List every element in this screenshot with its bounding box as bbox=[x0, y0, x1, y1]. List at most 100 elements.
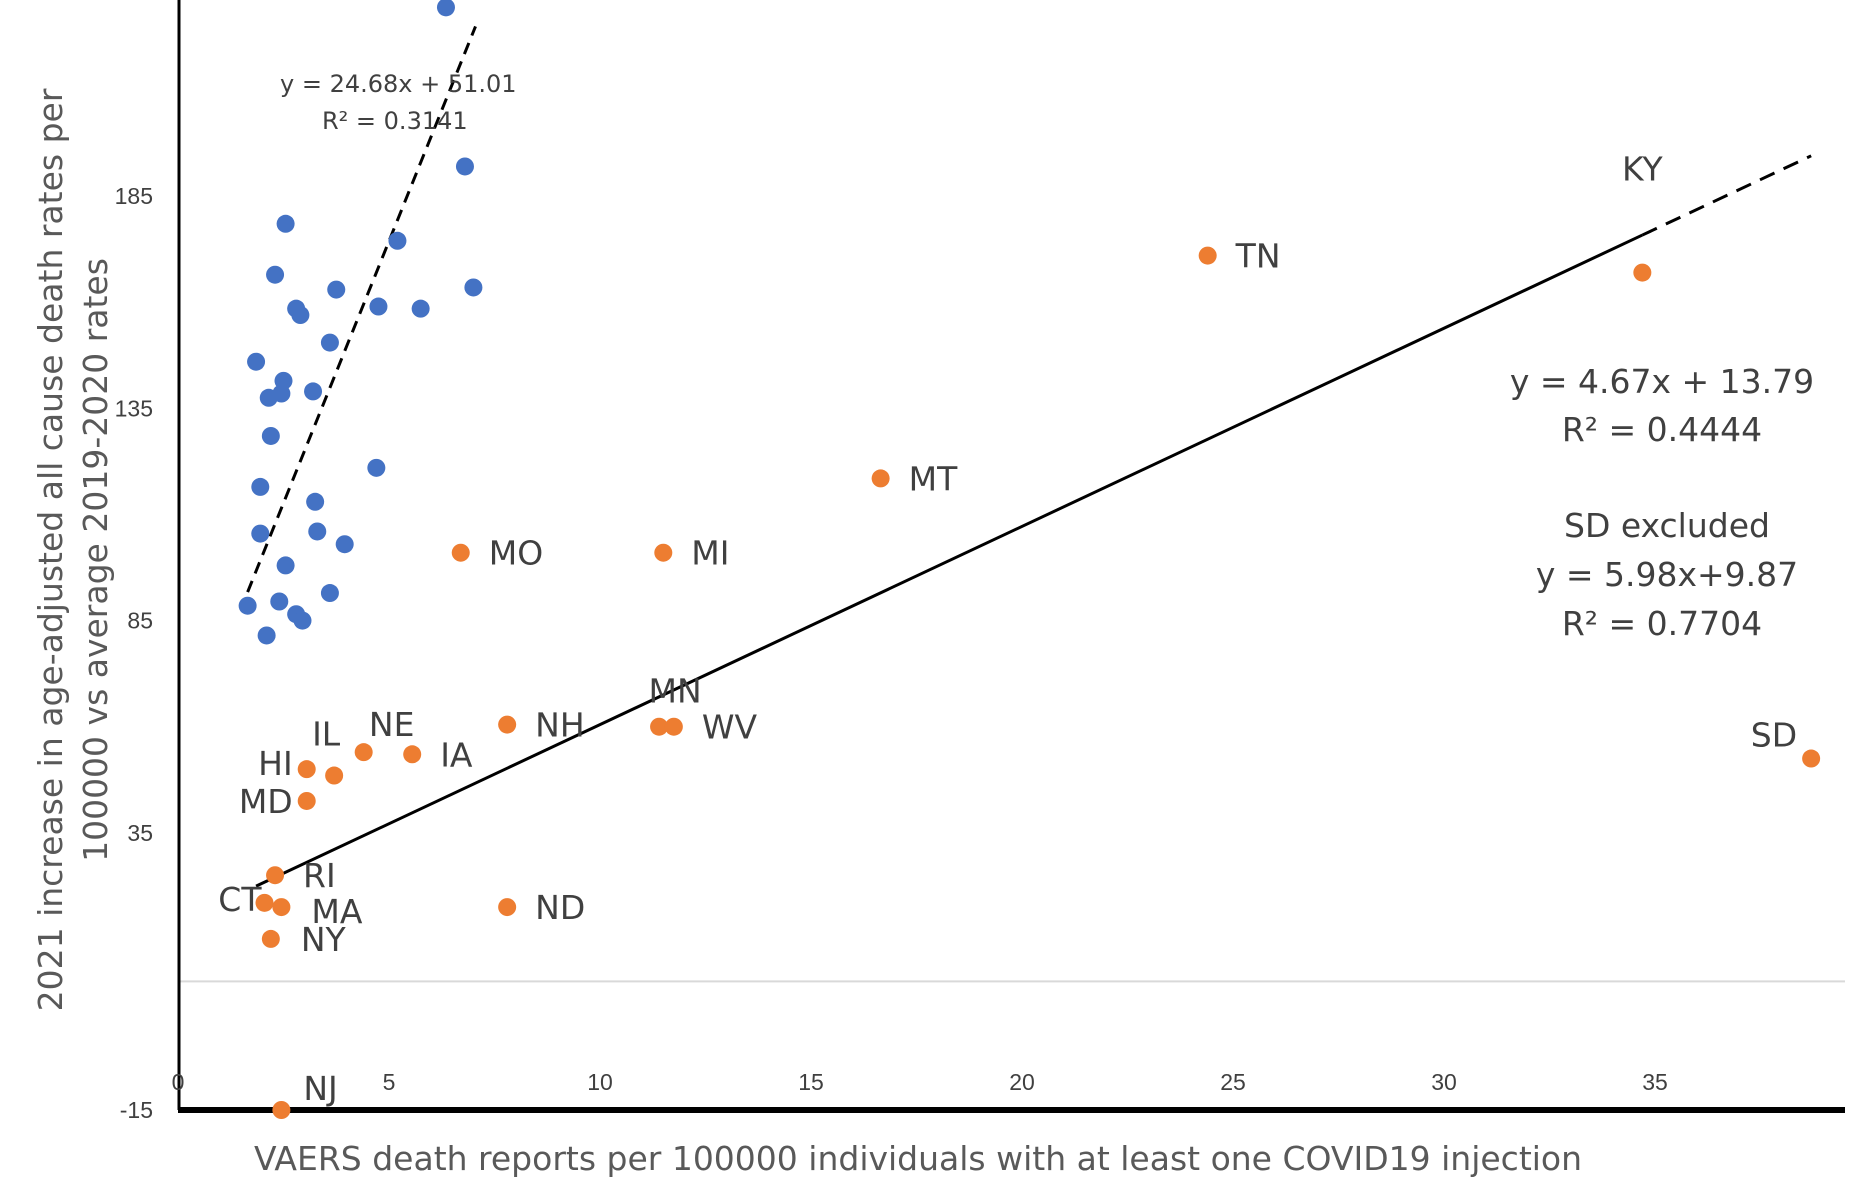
blue-data-point bbox=[251, 524, 270, 543]
blue-data-point bbox=[320, 584, 339, 603]
orange-data-point bbox=[266, 866, 285, 885]
orange-data-point bbox=[498, 898, 517, 917]
sd-excluded-title: SD excluded bbox=[1564, 506, 1770, 545]
blue-data-point bbox=[320, 333, 339, 352]
point-label: MI bbox=[691, 534, 729, 573]
blue-data-point bbox=[266, 265, 285, 284]
blue-data-point bbox=[276, 556, 295, 575]
point-label: MT bbox=[909, 459, 958, 498]
orange-data-point bbox=[297, 760, 316, 779]
blue-data-point bbox=[367, 458, 386, 477]
point-label: HI bbox=[258, 744, 293, 783]
blue-data-point bbox=[270, 592, 289, 611]
x-axis-title: VAERS death reports per 100000 individua… bbox=[254, 1139, 1582, 1178]
data-points bbox=[238, 0, 1821, 1119]
x-tick-label: 30 bbox=[1431, 1069, 1457, 1095]
blue-data-point bbox=[327, 280, 346, 299]
point-label: CT bbox=[218, 880, 262, 919]
orange-data-point bbox=[451, 543, 470, 562]
y-tick-label: -15 bbox=[120, 1097, 153, 1123]
trendlines bbox=[246, 25, 1812, 888]
blue-data-point bbox=[261, 426, 280, 445]
x-tick-label: 25 bbox=[1220, 1069, 1246, 1095]
point-label: NY bbox=[301, 920, 347, 959]
blue-data-point bbox=[308, 522, 327, 541]
blue-data-point bbox=[251, 477, 270, 496]
point-label: MD bbox=[239, 782, 293, 821]
sd-excluded-equation: y = 5.98x+9.87 bbox=[1536, 555, 1798, 594]
point-label: MA bbox=[311, 892, 362, 931]
trendline-orange-r2: R² = 0.4444 bbox=[1562, 410, 1762, 449]
y-tick-label: 135 bbox=[115, 395, 153, 421]
trendline-blue-r2: R² = 0.3141 bbox=[322, 107, 468, 135]
blue-data-point bbox=[257, 626, 276, 645]
y-axis-title-line2: 100000 vs average 2019-2020 rates bbox=[76, 258, 115, 862]
point-label: NJ bbox=[303, 1069, 337, 1108]
orange-data-point bbox=[354, 743, 373, 762]
y-tick-label: 85 bbox=[127, 608, 153, 634]
blue-data-point bbox=[335, 535, 354, 554]
blue-data-point bbox=[287, 299, 306, 318]
y-axis-title: 2021 increase in age-adjusted all cause … bbox=[31, 88, 115, 1011]
x-tick-label: 10 bbox=[587, 1069, 613, 1095]
orange-data-point bbox=[261, 929, 280, 948]
orange-data-point bbox=[272, 898, 291, 917]
point-label: ND bbox=[535, 888, 585, 927]
orange-data-point bbox=[403, 745, 422, 764]
x-tick-labels: 0 5 10 15 20 25 30 35 bbox=[172, 1069, 1668, 1095]
y-tick-label: 185 bbox=[115, 183, 153, 209]
y-tick-label: 35 bbox=[127, 820, 153, 846]
orange-data-point bbox=[272, 1101, 291, 1119]
blue-data-point bbox=[388, 231, 407, 250]
blue-data-point bbox=[306, 492, 325, 511]
trendline-orange-solid bbox=[255, 233, 1643, 888]
point-label: IA bbox=[440, 735, 473, 774]
orange-data-point bbox=[498, 715, 517, 734]
axes bbox=[177, 0, 1845, 1113]
orange-data-point bbox=[1633, 263, 1652, 282]
orange-data-point bbox=[871, 469, 890, 488]
point-label: MN bbox=[648, 672, 701, 711]
point-label: MO bbox=[489, 534, 543, 573]
blue-data-point bbox=[276, 214, 295, 233]
trendline-orange-extension bbox=[1641, 154, 1812, 237]
blue-data-point bbox=[436, 0, 455, 17]
point-label: WV bbox=[702, 708, 758, 747]
point-label: IL bbox=[312, 715, 341, 754]
blue-data-point bbox=[274, 371, 293, 390]
orange-data-point bbox=[255, 893, 274, 912]
point-label: KY bbox=[1622, 150, 1663, 189]
sd-excluded-r2: R² = 0.7704 bbox=[1562, 604, 1762, 643]
point-label: TN bbox=[1235, 237, 1281, 276]
x-tick-label: 20 bbox=[1009, 1069, 1035, 1095]
y-tick-labels: -153585135185235 bbox=[115, 183, 153, 1123]
x-tick-label: 0 bbox=[172, 1069, 185, 1095]
x-tick-label: 15 bbox=[798, 1069, 824, 1095]
blue-data-point bbox=[411, 299, 430, 318]
blue-data-point bbox=[247, 352, 266, 371]
point-label: NE bbox=[369, 705, 415, 744]
orange-data-point bbox=[1802, 749, 1821, 768]
x-tick-label: 35 bbox=[1642, 1069, 1668, 1095]
blue-data-point bbox=[455, 157, 474, 176]
orange-data-point bbox=[654, 543, 673, 562]
blue-data-point bbox=[464, 278, 483, 297]
orange-data-point bbox=[1198, 246, 1217, 265]
orange-data-point bbox=[297, 791, 316, 810]
orange-data-point bbox=[325, 766, 344, 785]
trendline-blue bbox=[246, 25, 477, 593]
blue-data-point bbox=[304, 382, 323, 401]
trendline-orange-equation: y = 4.67x + 13.79 bbox=[1510, 362, 1814, 401]
point-label: RI bbox=[303, 856, 336, 895]
blue-data-point bbox=[293, 611, 312, 630]
point-label: NH bbox=[535, 706, 585, 745]
orange-data-point bbox=[664, 717, 683, 736]
blue-data-point bbox=[238, 596, 257, 615]
blue-data-point bbox=[369, 297, 388, 316]
trendline-blue-equation: y = 24.68x + 51.01 bbox=[280, 70, 517, 98]
x-tick-label: 5 bbox=[383, 1069, 396, 1095]
y-axis-title-line1: 2021 increase in age-adjusted all cause … bbox=[31, 88, 70, 1011]
point-label: SD bbox=[1751, 716, 1797, 755]
